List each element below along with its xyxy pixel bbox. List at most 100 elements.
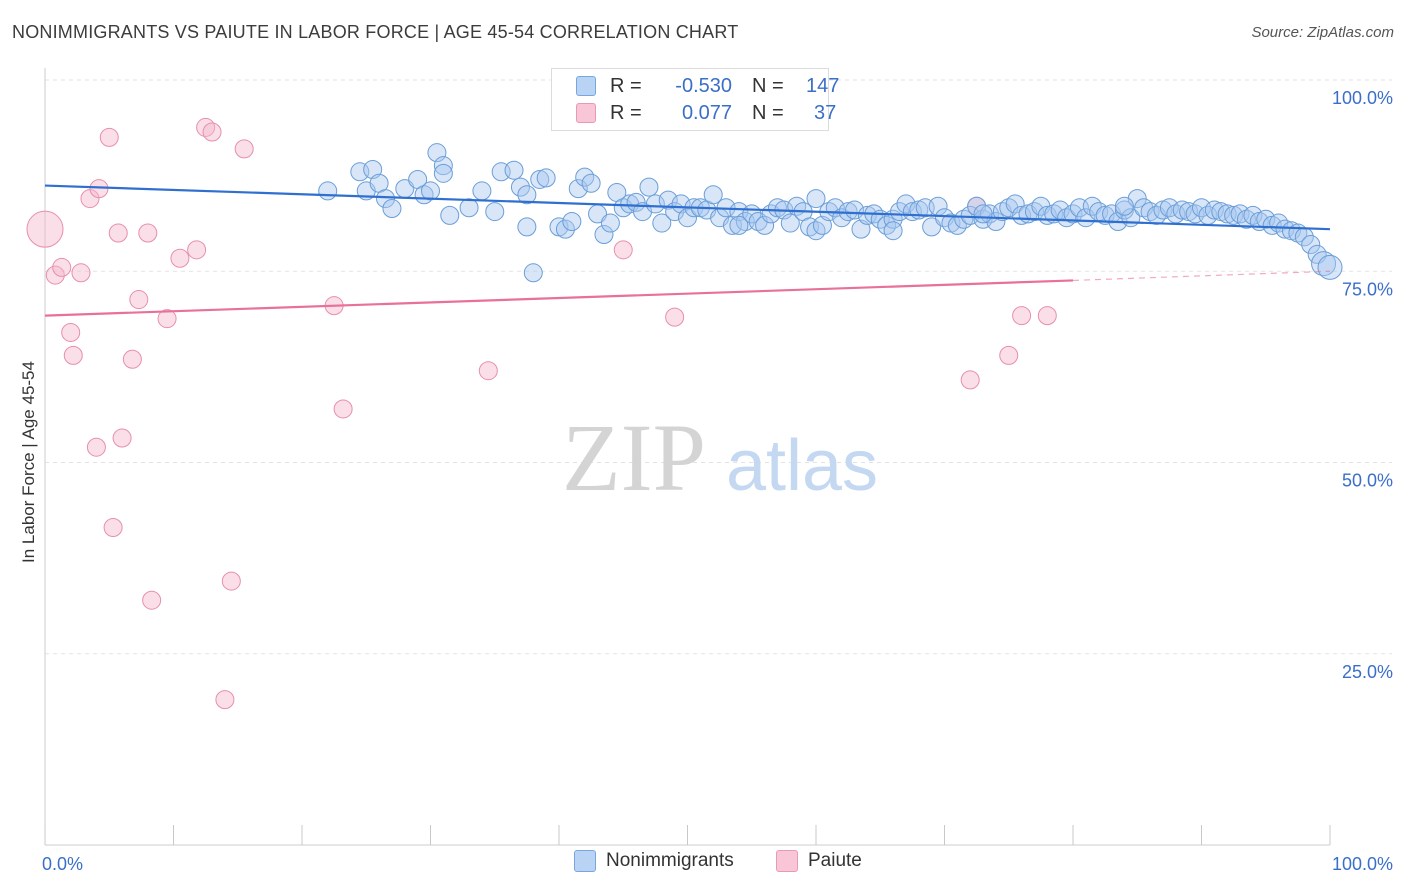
paiute-point [122,349,142,369]
nonimmigrants-point [600,213,620,233]
nonimmigrants-point [845,200,865,220]
bottom-legend-swatch-pink [776,850,798,872]
nonimmigrants-point [703,185,723,205]
y-tick-label: 50.0% [1342,471,1393,491]
nonimmigrants-point [1024,202,1044,222]
paiute-point [108,223,128,243]
nonimmigrants-point [1095,205,1115,225]
nonimmigrants-trend-line [44,184,1331,231]
paiute-point [157,309,177,329]
nonimmigrants-point [806,189,826,209]
nonimmigrants-point [530,169,550,189]
legend-n-label: N = [752,74,784,97]
nonimmigrants-point [645,194,665,214]
paiute-point [71,263,91,283]
nonimmigrants-point [1224,205,1244,225]
paiute-trend-extension [1072,270,1331,282]
nonimmigrants-point [1275,219,1295,239]
nonimmigrants-point [1311,251,1337,277]
paiute-point [63,345,83,365]
nonimmigrants-point [1082,196,1102,216]
paiute-point [234,139,254,159]
stats-legend: R = -0.530 N = 147 R = 0.077 N = 37 [551,68,839,131]
paiute-point [202,122,222,142]
nonimmigrants-point [1076,208,1096,228]
nonimmigrants-point [459,198,479,218]
watermark-atlas: atlas [726,426,878,506]
paiute-point [999,345,1019,365]
y-tick-label: 100.0% [1332,88,1393,108]
x-tick-label: 0.0% [42,854,83,874]
paiute-point [187,240,207,260]
legend-r-label: R = [610,101,642,124]
paiute-point [142,590,162,610]
nonimmigrants-point [652,213,672,233]
paiute-point [613,240,633,260]
paiute-point [61,322,81,342]
grid-lines [45,79,1392,655]
tick-labels: 100.0% 75.0% 50.0% 25.0% 0.0% 100.0% [42,88,1393,874]
bottom-legend-nonimmigrants: Nonimmigrants [574,850,734,872]
paiute-point [1037,306,1057,326]
paiute-point [170,248,190,268]
x-tick-label: 100.0% [1332,854,1393,874]
nonimmigrants-point [1172,200,1192,220]
nonimmigrants-point [1317,254,1343,280]
nonimmigrants-point [517,185,537,205]
paiute-point [333,399,353,419]
watermark: ZIP atlas [562,404,878,511]
legend-n-value: 37 [814,101,837,124]
legend-n-value: 147 [806,74,840,97]
nonimmigrants-point [555,219,575,239]
nonimmigrants-point [639,177,659,197]
paiute-point [215,690,235,710]
legend-swatch-pink [576,103,596,123]
nonimmigrants-point [433,163,453,183]
paiute-points [26,70,1057,710]
y-tick-label: 25.0% [1342,662,1393,682]
bottom-legend-label: Paiute [808,850,862,871]
paiute-point [665,307,685,327]
nonimmigrants-point [517,217,537,237]
paiute-point [45,265,65,285]
nonimmigrants-point [594,225,614,245]
nonimmigrants-point [806,221,826,241]
paiute-point [138,223,158,243]
paiute-trend-line [44,279,1074,317]
nonimmigrants-point [421,181,440,201]
nonimmigrants-point [729,215,749,235]
paiute-point [52,257,72,277]
nonimmigrants-point [318,181,338,201]
nonimmigrants-point [581,173,601,193]
bottom-legend-paiute: Paiute [776,850,862,872]
paiute-point [99,127,119,147]
nonimmigrants-point [568,179,588,199]
paiute-point [478,361,498,381]
chart-title: NONIMMIGRANTS VS PAIUTE IN LABOR FORCE |… [12,22,739,42]
nonimmigrants-point [626,192,646,212]
legend-r-value: -0.530 [675,74,732,97]
paiute-point [26,210,64,248]
bottom-legend-swatch-blue [574,850,596,872]
paiute-point [960,370,980,390]
paiute-point [221,571,241,591]
nonimmigrants-point [922,217,942,237]
nonimmigrants-point [658,190,678,210]
nonimmigrants-point [536,168,556,188]
nonimmigrants-point [755,215,775,235]
nonimmigrants-point [1301,234,1321,254]
legend-row-nonimmigrants: R = -0.530 N = 147 [576,74,846,98]
legend-row-paiute: R = 0.077 N = 37 [576,101,854,125]
nonimmigrants-point [433,156,453,176]
nonimmigrants-point [510,177,530,197]
legend-r-label: R = [610,74,642,97]
nonimmigrants-points [318,143,1343,283]
nonimmigrants-point [883,221,903,241]
legend-n-label: N = [752,101,784,124]
source-label: Source: ZipAtlas.com [1251,24,1394,41]
trend-lines [44,184,1331,317]
nonimmigrants-point [440,205,460,225]
bottom-legend-label: Nonimmigrants [606,850,734,871]
axes [44,68,1331,846]
